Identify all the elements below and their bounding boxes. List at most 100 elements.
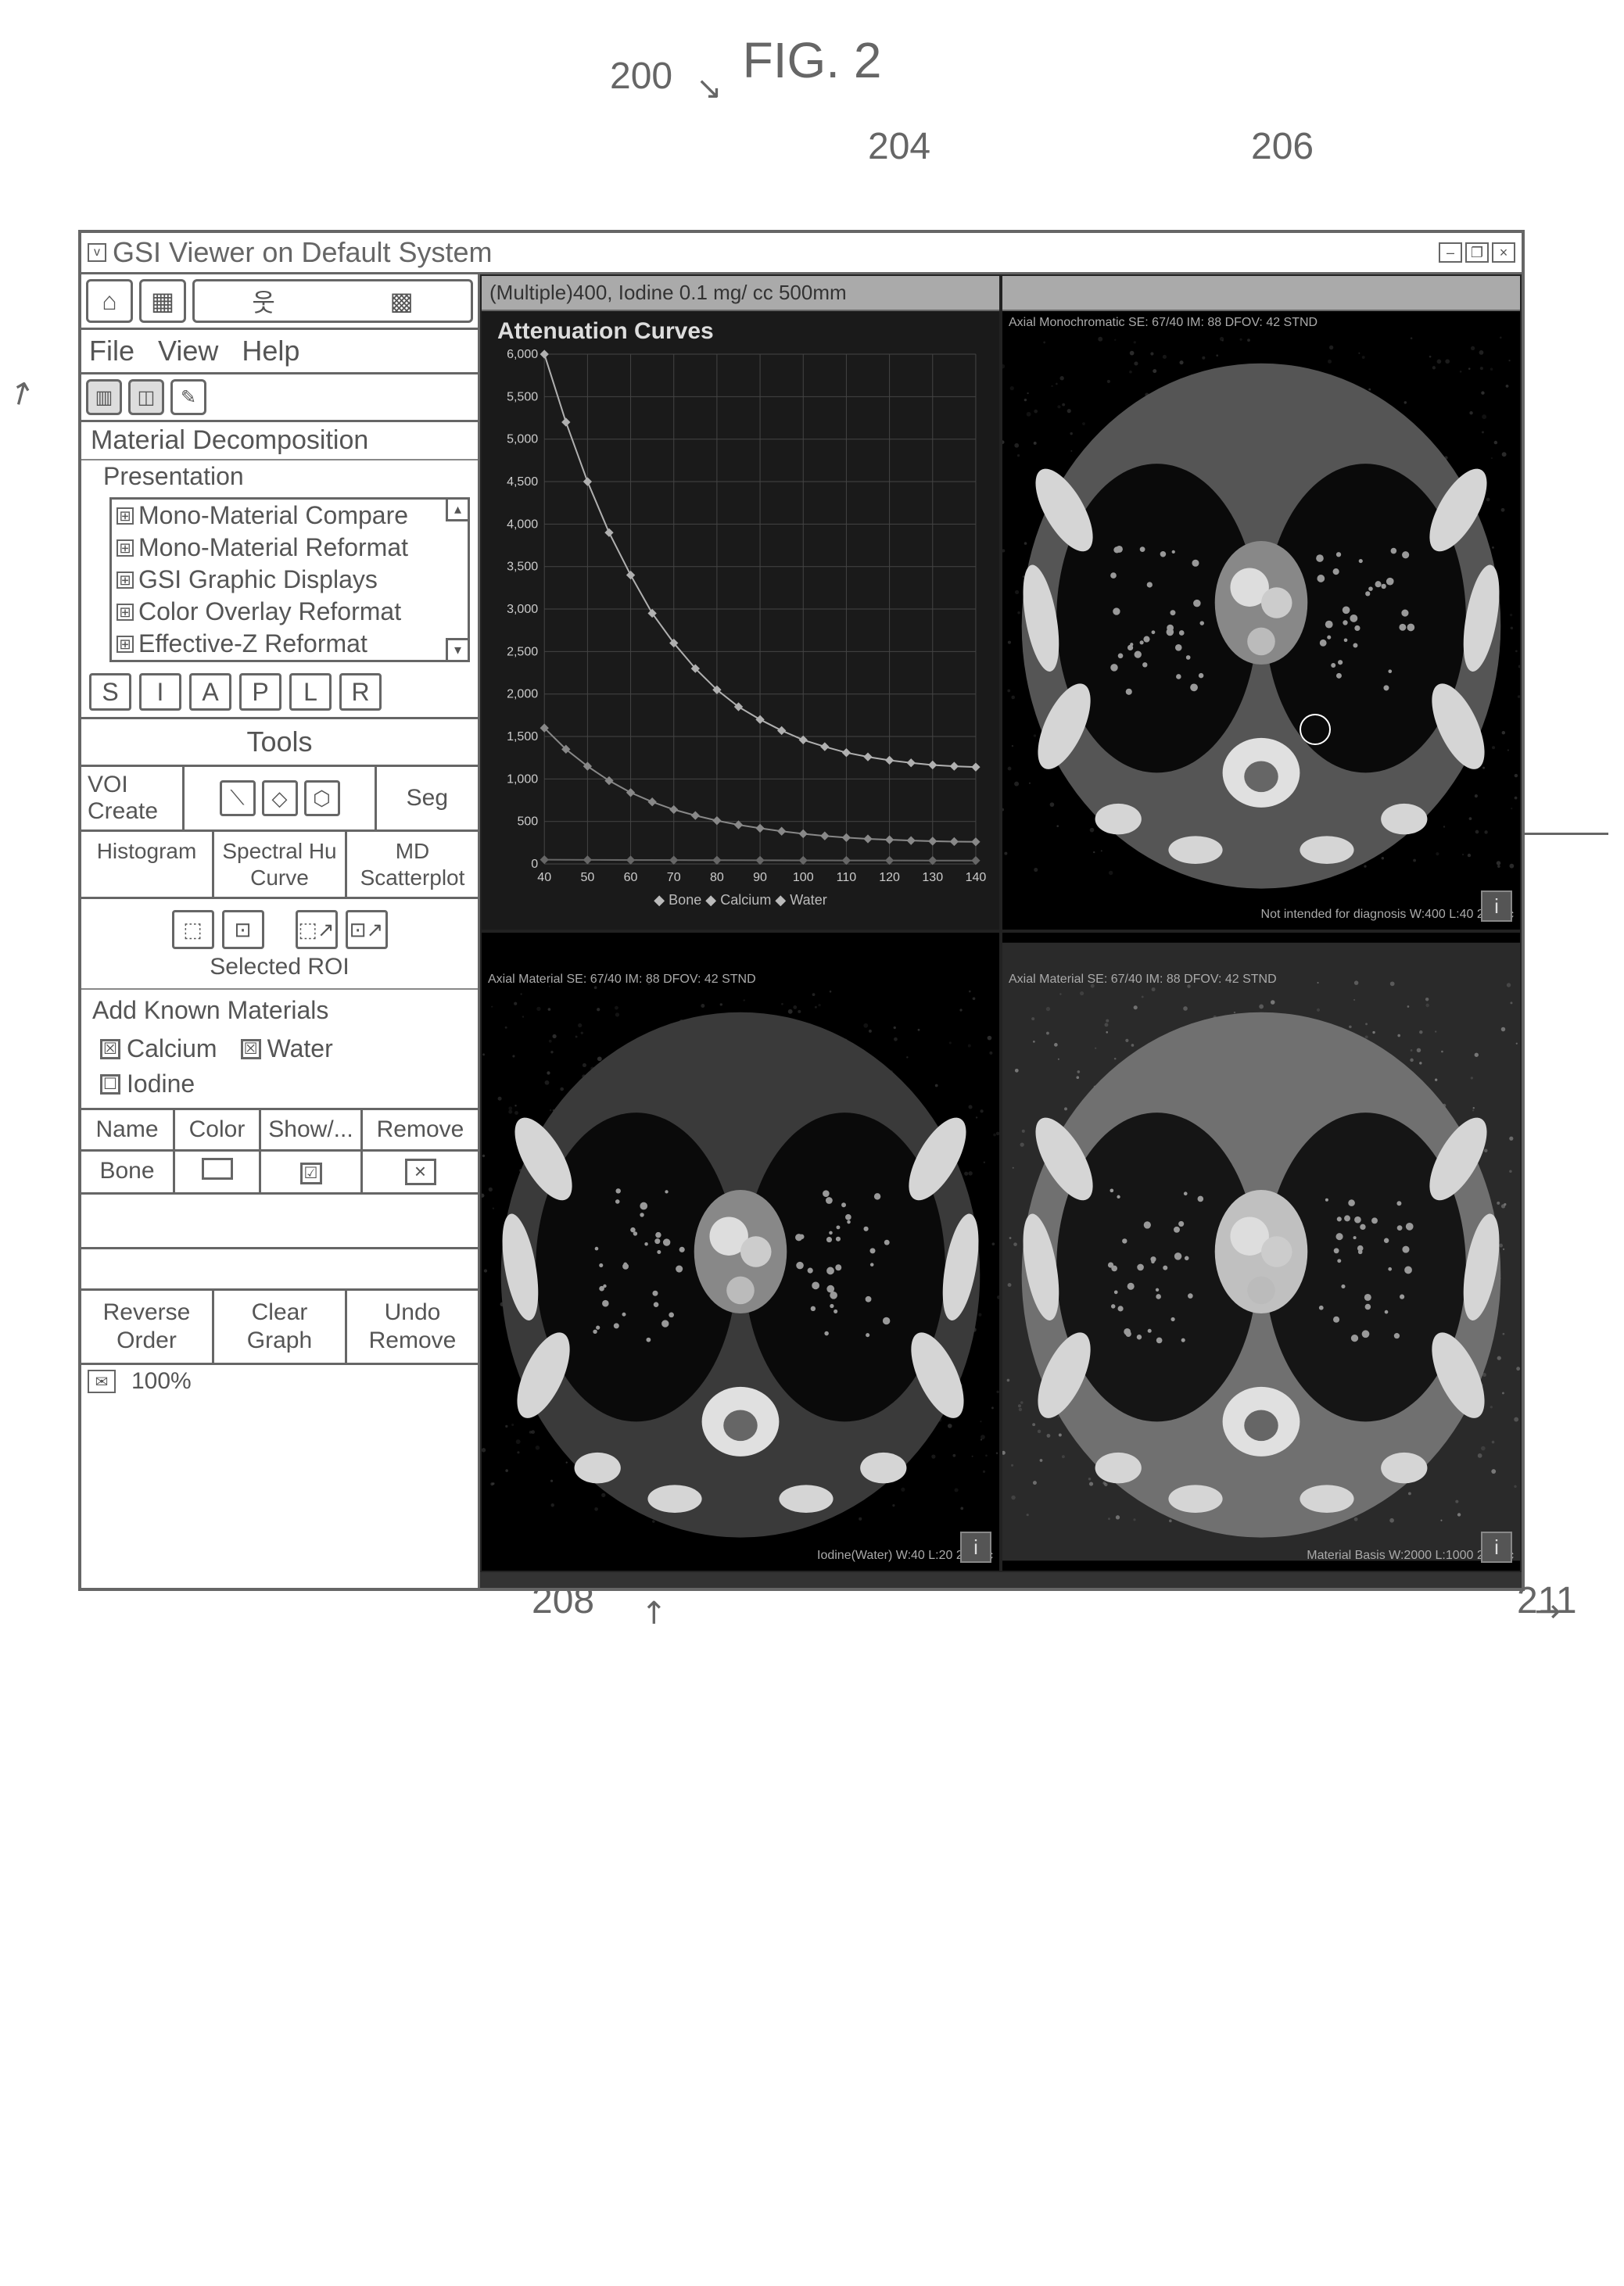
app-window: v GSI Viewer on Default System – ❐ × ⌂ ▦… <box>78 230 1525 1591</box>
check-iodine[interactable]: ☐ Iodine <box>100 1070 195 1098</box>
expand-icon[interactable]: ⊞ <box>117 539 134 557</box>
overlay-tl: Axial Material SE: 67/40 IM: 88 DFOV: 42… <box>488 972 756 988</box>
tab-scatter[interactable]: MD Scatterplot <box>347 832 478 897</box>
roi-marker[interactable] <box>1300 714 1331 745</box>
material-checks: ☒ Calcium ☒Water <box>81 1031 478 1066</box>
tree-item[interactable]: ⊞GSI Graphic Displays <box>112 564 468 596</box>
voi-diamond-icon[interactable]: ◇ <box>262 780 298 816</box>
row-remove[interactable]: × <box>363 1152 478 1195</box>
roi-tool-1[interactable]: ⬚ <box>172 910 214 949</box>
scan-panel-iodine[interactable]: Axial Material SE: 67/40 IM: 88 DFOV: 42… <box>480 931 1001 1572</box>
roi-tools: ⬚ ⊡ ⬚↗ ⊡↗ <box>81 899 478 954</box>
undo-remove-button[interactable]: Undo Remove <box>347 1291 478 1363</box>
ref-208-arrow: ↖ <box>633 1590 676 1634</box>
orient-i-button[interactable]: I <box>139 673 181 711</box>
status-icon[interactable]: ✉ <box>88 1370 116 1393</box>
check-water[interactable]: ☒Water <box>241 1034 333 1063</box>
roi-tool-4[interactable]: ⊡↗ <box>346 910 388 949</box>
ct-scan-image <box>482 933 999 1571</box>
system-menu-icon[interactable]: v <box>88 243 106 262</box>
scroll-up-icon[interactable]: ▴ <box>446 500 468 521</box>
tree-item[interactable]: ⊞Mono-Material Compare <box>112 500 468 532</box>
tool-group[interactable]: 웃 ▩ <box>192 279 473 323</box>
info-icon[interactable]: i <box>960 1532 991 1563</box>
svg-text:80: 80 <box>710 870 724 884</box>
info-icon[interactable]: i <box>1481 1532 1512 1563</box>
tab-icon-tool[interactable]: ✎ <box>170 379 206 415</box>
scan-panel-material[interactable]: Axial Material SE: 67/40 IM: 88 DFOV: 42… <box>1001 931 1522 1572</box>
table-row-empty <box>81 1249 478 1288</box>
show-checkbox: ☑ <box>300 1163 322 1184</box>
row-name: Bone <box>81 1152 175 1195</box>
tree-label: GSI Graphic Displays <box>138 565 378 594</box>
minimize-button[interactable]: – <box>1439 242 1462 263</box>
table-row: Bone ☑ × <box>81 1152 478 1195</box>
clear-graph-button[interactable]: Clear Graph <box>214 1291 347 1363</box>
checkbox-icon: ☒ <box>100 1039 120 1059</box>
imaging-area: (Multiple)400, Iodine 0.1 mg/ cc 500mm A… <box>480 274 1522 1588</box>
scan-panel-mono[interactable]: Axial Monochromatic SE: 67/40 IM: 88 DFO… <box>1001 274 1522 931</box>
svg-text:70: 70 <box>667 870 681 884</box>
analysis-tabs: Histogram Spectral Hu Curve MD Scatterpl… <box>81 832 478 899</box>
table-row-empty <box>81 1195 478 1249</box>
menu-view[interactable]: View <box>158 335 218 367</box>
orient-p-button[interactable]: P <box>239 673 281 711</box>
check-label: Iodine <box>127 1070 195 1098</box>
roi-tool-3[interactable]: ⬚↗ <box>296 910 338 949</box>
seg-button[interactable]: Seg <box>377 767 478 829</box>
expand-icon[interactable]: ⊞ <box>117 507 134 525</box>
color-swatch <box>202 1158 233 1180</box>
tool-icon-1[interactable]: ⌂ <box>86 279 133 323</box>
reverse-order-button[interactable]: Reverse Order <box>81 1291 214 1363</box>
svg-text:0: 0 <box>531 857 538 871</box>
orient-r-button[interactable]: R <box>339 673 382 711</box>
svg-text:2,500: 2,500 <box>507 644 538 658</box>
orient-l-button[interactable]: L <box>289 673 332 711</box>
sidebar: ⌂ ▦ 웃 ▩ File View Help ▥ ◫ ✎ M <box>81 274 480 1588</box>
tab-histogram[interactable]: Histogram <box>81 832 214 897</box>
attenuation-chart: 05001,0001,5002,0002,5003,0003,5004,0004… <box>489 346 991 911</box>
svg-text:2,000: 2,000 <box>507 687 538 701</box>
svg-text:140: 140 <box>966 870 987 884</box>
tool-icon-2[interactable]: ▦ <box>139 279 186 323</box>
svg-text:◆ Bone ◆ Calcium ◆ Water: ◆ Bone ◆ Calcium ◆ Water <box>654 892 827 908</box>
titlebar: v GSI Viewer on Default System – ❐ × <box>81 233 1522 274</box>
row-show[interactable]: ☑ <box>261 1152 363 1195</box>
toolbar-top: ⌂ ▦ 웃 ▩ <box>81 274 478 330</box>
close-button[interactable]: × <box>1492 242 1515 263</box>
svg-text:40: 40 <box>537 870 551 884</box>
restore-button[interactable]: ❐ <box>1465 242 1489 263</box>
voi-create-label: VOI Create <box>81 767 185 829</box>
row-color[interactable] <box>175 1152 261 1195</box>
chart-panel[interactable]: (Multiple)400, Iodine 0.1 mg/ cc 500mm A… <box>480 274 1001 931</box>
checkbox-icon: ☐ <box>100 1074 120 1095</box>
tree-item[interactable]: ⊞Mono-Material Reformat <box>112 532 468 564</box>
tab-icon-windows[interactable]: ▥ <box>86 379 122 415</box>
voi-cube-icon[interactable]: ⬡ <box>304 780 340 816</box>
expand-icon[interactable]: ⊞ <box>117 572 134 589</box>
tree-item[interactable]: ⊞Color Overlay Reformat <box>112 596 468 628</box>
menu-file[interactable]: File <box>89 335 134 367</box>
scroll-down-icon[interactable]: ▾ <box>446 638 468 660</box>
check-calcium[interactable]: ☒ Calcium <box>100 1034 217 1063</box>
check-label: Calcium <box>127 1034 217 1063</box>
overlay-tl: Axial Monochromatic SE: 67/40 IM: 88 DFO… <box>1009 315 1317 331</box>
menu-help[interactable]: Help <box>242 335 299 367</box>
roi-tool-2[interactable]: ⊡ <box>222 910 264 949</box>
tab-icon-layers[interactable]: ◫ <box>128 379 164 415</box>
tree-item[interactable]: ⊞Effective-Z Reformat <box>112 628 468 660</box>
tab-spectral[interactable]: Spectral Hu Curve <box>214 832 347 897</box>
expand-icon[interactable]: ⊞ <box>117 604 134 621</box>
svg-text:3,000: 3,000 <box>507 602 538 616</box>
svg-text:1,000: 1,000 <box>507 772 538 786</box>
info-icon[interactable]: i <box>1481 890 1512 922</box>
voi-curve-icon[interactable]: ⟍ <box>220 780 256 816</box>
svg-text:5,000: 5,000 <box>507 432 538 446</box>
orient-a-button[interactable]: A <box>189 673 231 711</box>
orient-s-button[interactable]: S <box>89 673 131 711</box>
svg-text:4,000: 4,000 <box>507 517 538 531</box>
svg-text:90: 90 <box>753 870 767 884</box>
expand-icon[interactable]: ⊞ <box>117 636 134 653</box>
svg-text:3,500: 3,500 <box>507 560 538 574</box>
action-buttons: Reverse Order Clear Graph Undo Remove <box>81 1288 478 1363</box>
